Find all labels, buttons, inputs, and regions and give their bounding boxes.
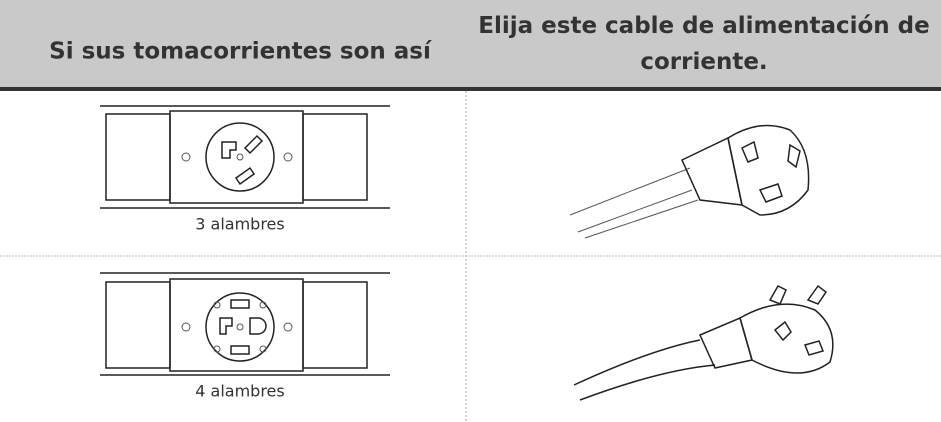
header-cell-wrap: Elija este cable de alimentación de corr… — [478, 13, 930, 75]
header-cell: Elija este cable de alimentación de corr… — [478, 13, 930, 75]
plug-3-wire — [569, 124, 810, 239]
plug-4-wire — [573, 284, 834, 401]
header-cell: Si sus tomacorrientes son así — [49, 39, 432, 65]
outlet-4-wire — [100, 272, 390, 376]
outlet-3-wire — [100, 105, 390, 209]
row-caption: 4 alambres — [195, 382, 284, 401]
header-rule — [0, 87, 941, 91]
row-caption: 3 alambres — [195, 215, 284, 234]
header-background — [0, 0, 941, 88]
